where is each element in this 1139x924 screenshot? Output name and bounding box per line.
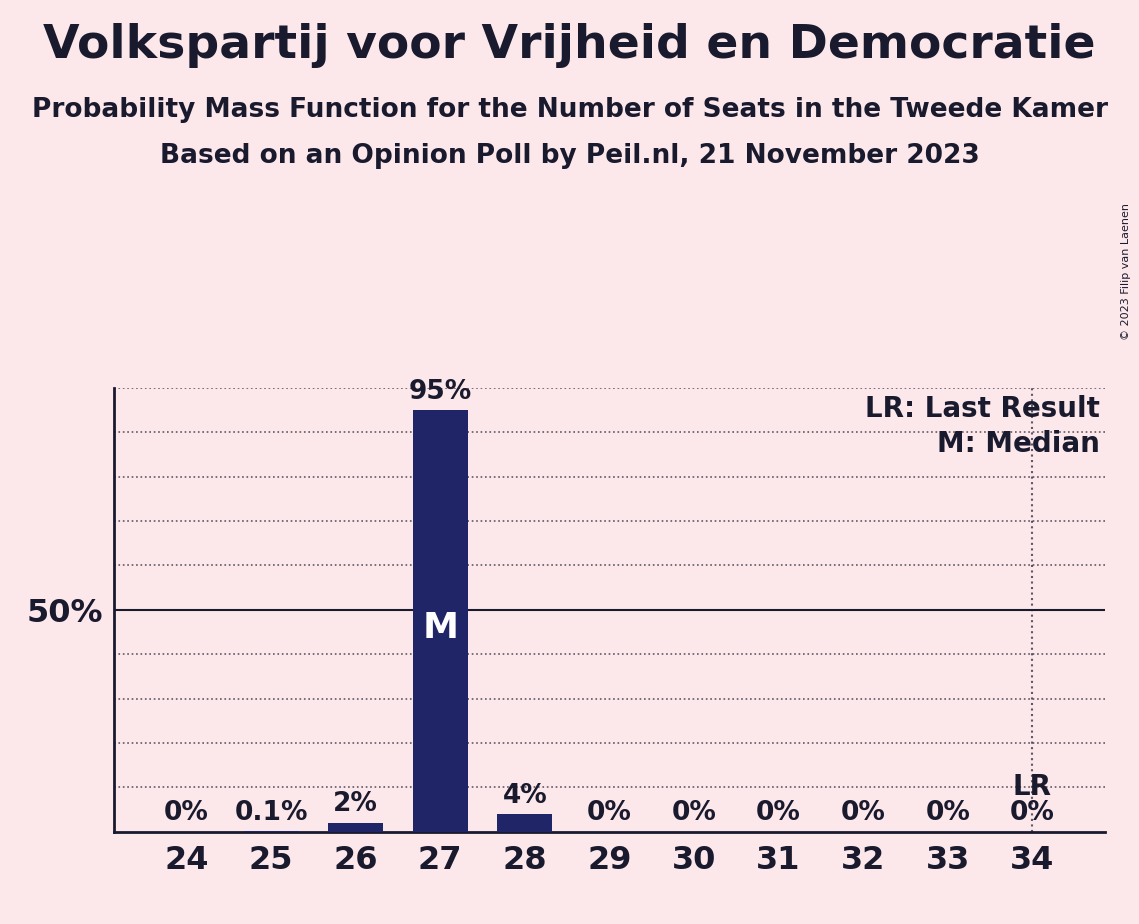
Text: 0%: 0% <box>925 800 970 826</box>
Bar <box>498 814 552 832</box>
Text: 0%: 0% <box>756 800 801 826</box>
Text: Volkspartij voor Vrijheid en Democratie: Volkspartij voor Vrijheid en Democratie <box>43 23 1096 68</box>
Text: © 2023 Filip van Laenen: © 2023 Filip van Laenen <box>1121 203 1131 340</box>
Text: 2%: 2% <box>334 792 378 818</box>
Bar <box>412 410 468 832</box>
Text: 0%: 0% <box>672 800 716 826</box>
Text: 0%: 0% <box>587 800 632 826</box>
Bar <box>328 822 383 832</box>
Text: M: Median: M: Median <box>937 431 1100 458</box>
Text: M: M <box>423 611 458 645</box>
Text: Probability Mass Function for the Number of Seats in the Tweede Kamer: Probability Mass Function for the Number… <box>32 97 1107 123</box>
Text: 0%: 0% <box>164 800 208 826</box>
Text: 0.1%: 0.1% <box>235 800 308 826</box>
Text: 4%: 4% <box>502 783 547 808</box>
Text: LR: Last Result: LR: Last Result <box>865 395 1100 423</box>
Text: 95%: 95% <box>409 379 472 405</box>
Text: Based on an Opinion Poll by Peil.nl, 21 November 2023: Based on an Opinion Poll by Peil.nl, 21 … <box>159 143 980 169</box>
Text: 0%: 0% <box>1010 800 1055 826</box>
Text: LR: LR <box>1013 772 1051 800</box>
Text: 0%: 0% <box>841 800 885 826</box>
